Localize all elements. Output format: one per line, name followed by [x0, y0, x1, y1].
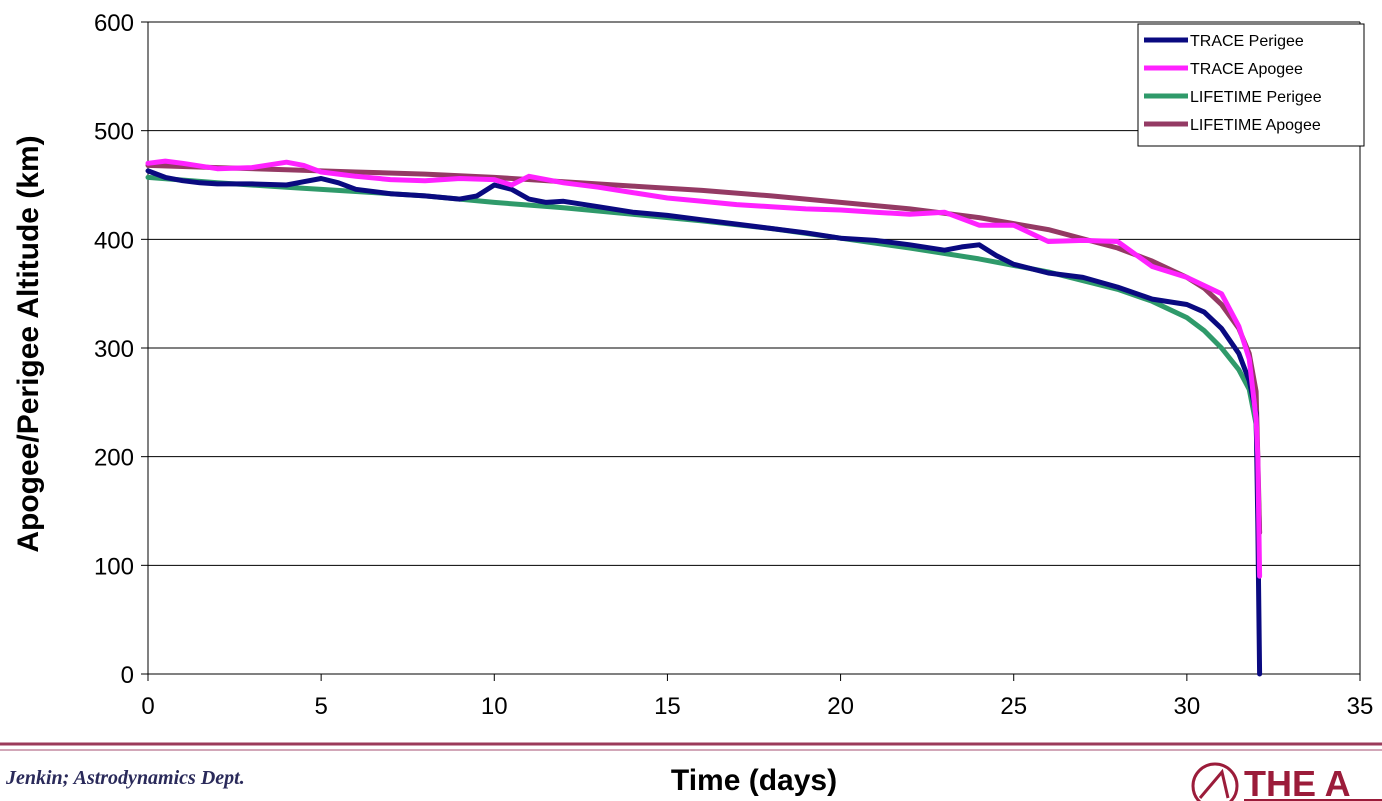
legend-label: LIFETIME Perigee — [1190, 89, 1322, 106]
x-tick-label: 25 — [1000, 693, 1027, 720]
y-axis-title: Apogee/Perigee Altitude (km) — [12, 135, 45, 552]
x-tick-label: 5 — [314, 693, 327, 720]
x-tick-label: 10 — [481, 693, 508, 720]
logo-emblem-icon — [1191, 762, 1239, 801]
chart-legend: TRACE Perigee TRACE Apogee LIFETIME Perige… — [1137, 23, 1365, 147]
x-tick-label: 15 — [654, 693, 681, 720]
y-tick-label: 400 — [94, 227, 134, 254]
legend-label: TRACE Perigee — [1190, 33, 1304, 50]
x-tick-label: 30 — [1174, 693, 1201, 720]
x-tick-label: 35 — [1347, 693, 1374, 720]
series-line-trace-apogee — [145, 158, 1263, 579]
y-tick-label: 300 — [94, 336, 134, 363]
series-line-trace-perigee — [145, 168, 1263, 677]
x-tick-label: 20 — [827, 693, 854, 720]
series-lines — [145, 158, 1263, 677]
logo-emblem-mark — [1198, 768, 1230, 799]
x-tick-label: 0 — [141, 693, 154, 720]
tick-labels: 0 100 200 300 400 500 600 0 5 10 15 20 25 30 35 — [94, 10, 1373, 720]
y-tick-label: 0 — [121, 662, 134, 689]
legend-label: TRACE Apogee — [1190, 61, 1303, 78]
gridlines — [148, 21, 1360, 566]
y-tick-label: 500 — [94, 119, 134, 146]
y-tick-label: 600 — [94, 10, 134, 37]
legend-label: LIFETIME Apogee — [1190, 117, 1321, 134]
footer-author: Jenkin; Astrodynamics Dept. — [5, 767, 245, 789]
company-logo: THE A — [1191, 762, 1382, 801]
logo-text: THE A — [1244, 763, 1351, 801]
y-tick-label: 200 — [94, 445, 134, 472]
x-axis-title: Time (days) — [671, 764, 837, 797]
y-tick-label: 100 — [94, 553, 134, 580]
